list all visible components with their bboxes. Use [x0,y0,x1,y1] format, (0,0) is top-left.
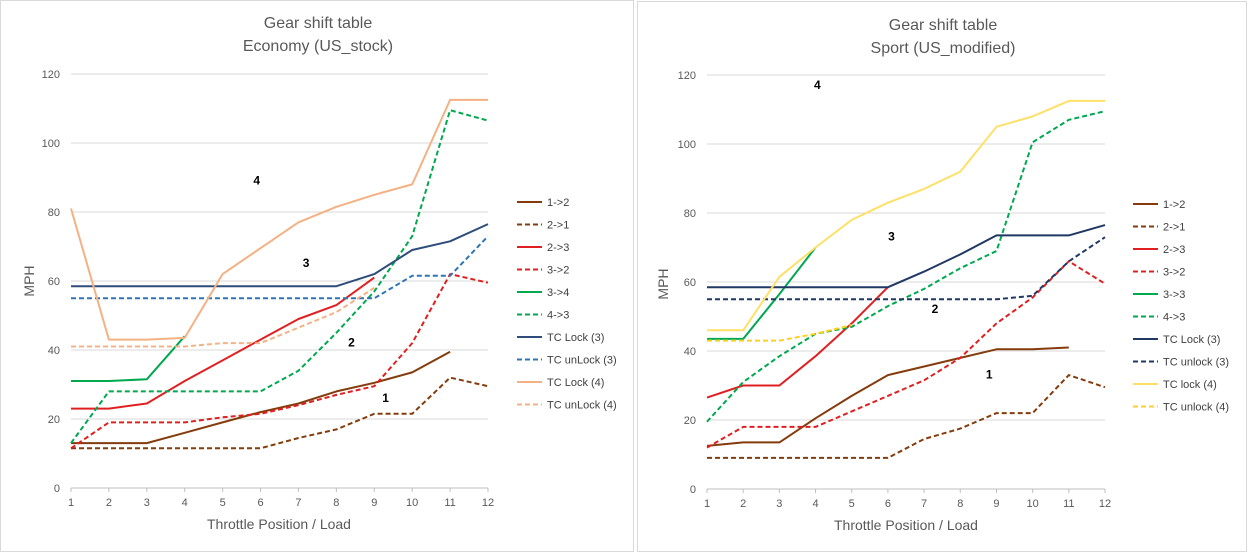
y-tick-label: 40 [684,346,696,358]
series-line [71,223,489,288]
x-tick-label: 9 [993,498,999,510]
sport-chart: Gear shift table Sport (US_modified) Thr… [655,17,1229,533]
x-tick-label: 6 [257,497,263,509]
legend-label: 2->3 [547,242,569,254]
chart-panel-sport: Gear shift table Sport (US_modified) Thr… [637,1,1247,552]
series-line [71,287,375,348]
y-tick-label: 60 [684,277,696,289]
x-tick-label: 5 [849,498,855,510]
x-tick-label: 3 [776,498,782,510]
y-axis-title: MPH [655,268,671,299]
series-line [707,246,817,340]
legend-label: TC Lock (3) [547,332,604,344]
legend-label: 3->4 [547,287,569,299]
x-tick-label: 3 [144,497,150,509]
legend-label: TC Lock (3) [1163,334,1220,346]
y-tick-label: 60 [48,276,60,288]
series-line [70,98,488,341]
x-tick-label: 8 [333,497,339,509]
gear-region-label: 2 [932,302,939,316]
x-tick-label: 10 [406,497,418,509]
x-tick-label: 5 [220,497,226,509]
gear-region-label: 4 [814,78,821,92]
series-line [71,376,489,450]
y-tick-label: 80 [48,207,60,219]
x-axis-title: Throttle Position / Load [207,516,351,532]
series-line [71,350,451,445]
gear-region-label: 4 [253,173,260,187]
x-tick-label: 4 [182,497,188,509]
y-tick-label: 120 [678,70,696,82]
y-tick-label: 40 [48,345,60,357]
series-line [71,235,489,300]
x-tick-label: 1 [704,498,710,510]
legend-label: 2->3 [1163,244,1185,256]
chart-panel-economy: Gear shift table Economy (US_stock) Thro… [0,0,634,552]
x-axis-title: Throttle Position / Load [834,517,978,533]
x-tick-label: 2 [740,498,746,510]
y-tick-label: 0 [54,483,60,495]
legend-label: TC Lock (4) [547,377,604,389]
x-tick-label: 8 [957,498,963,510]
x-tick-label: 1 [68,497,74,509]
series-line [707,324,852,342]
gear-region-label: 1 [986,368,993,382]
x-tick-label: 7 [295,497,301,509]
y-axis-title: MPH [21,265,37,296]
x-tick-label: 11 [1063,498,1074,510]
y-tick-label: 100 [678,139,696,151]
x-tick-label: 6 [885,498,891,510]
legend-label: TC unLock (3) [547,355,617,367]
y-tick-label: 100 [42,138,60,150]
x-tick-label: 12 [482,497,494,509]
y-tick-label: 0 [690,484,696,496]
series-line [707,224,1106,289]
legend-label: 1->2 [547,197,569,209]
legend-label: 4->3 [547,310,569,322]
y-tick-label: 20 [684,415,696,427]
gear-region-label: 3 [303,256,310,270]
legend-label: 3->2 [547,265,569,277]
chart-title: Gear shift table [264,15,373,32]
legend-label: TC unLock (4) [547,400,617,412]
legend-label: TC lock (4) [1163,379,1217,391]
series-line [707,374,1106,459]
series-line [706,286,889,399]
x-tick-label: 11 [444,497,455,509]
series-line [706,346,1069,447]
series-line [70,273,489,450]
x-tick-label: 7 [921,498,927,510]
x-tick-label: 9 [371,497,377,509]
series-line [707,236,1106,301]
series-line [706,260,1106,449]
economy-chart: Gear shift table Economy (US_stock) Thro… [21,15,617,532]
series-line [71,276,375,410]
gear-region-label: 3 [888,230,895,244]
x-tick-label: 2 [106,497,112,509]
x-tick-label: 4 [812,498,818,510]
legend-label: 3->3 [1163,289,1185,301]
legend-label: TC unlock (4) [1163,402,1229,414]
chart-subtitle: Sport (US_modified) [871,40,1016,57]
y-tick-label: 120 [42,69,60,81]
y-tick-label: 80 [684,208,696,220]
legend-label: 2->1 [1163,222,1185,234]
series-line [70,109,489,444]
x-tick-label: 10 [1027,498,1039,510]
legend-label: TC unlock (3) [1163,357,1229,369]
chart-subtitle: Economy (US_stock) [243,38,393,55]
legend-label: 2->1 [547,220,569,232]
series-line [707,99,1105,332]
y-tick-label: 20 [48,414,60,426]
gear-region-label: 1 [382,391,389,405]
x-tick-label: 12 [1099,498,1111,510]
series-line [71,335,186,382]
series-line [706,110,1106,423]
legend-label: 4->3 [1163,312,1185,324]
chart-title: Gear shift table [889,17,998,34]
legend-label: 1->2 [1163,199,1185,211]
legend-label: 3->2 [1163,267,1185,279]
gear-region-label: 2 [348,336,355,350]
